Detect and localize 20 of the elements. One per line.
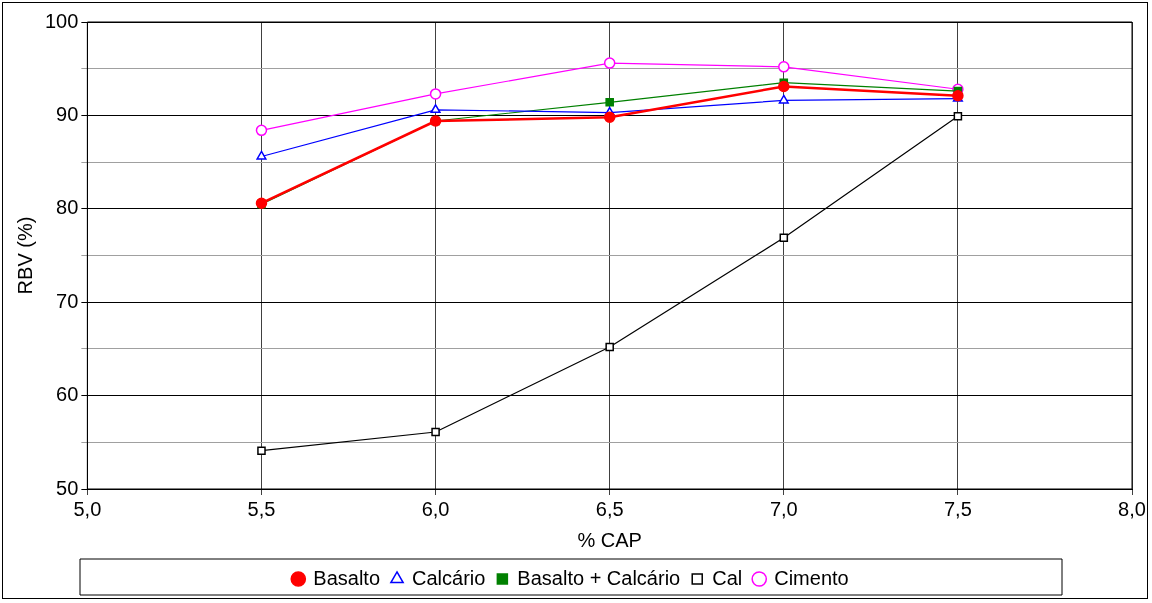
y-tick-label: 50 [56,476,79,499]
y-tick-label: 100 [44,9,79,32]
x-tick-label: 6,5 [595,497,624,520]
x-tick-label: 8,0 [1118,497,1146,520]
legend-label: Cal [712,566,743,589]
y-tick-label: 60 [56,383,79,406]
y-tick-label: 80 [56,196,79,219]
legend-label: Cimento [774,566,849,589]
y-axis-title: RBV (%) [13,216,36,295]
x-tick-label: 5,0 [73,497,102,520]
x-tick-label: 6,0 [421,497,450,520]
legend-label: Basalto [313,566,381,589]
x-axis-title: % CAP [577,528,642,551]
x-tick-label: 7,5 [943,497,972,520]
y-tick-label: 90 [56,102,79,125]
x-tick-label: 7,0 [769,497,798,520]
x-tick-label: 5,5 [247,497,276,520]
legend-label: Calcário [412,566,486,589]
legend-label: Basalto + Calcário [517,566,681,589]
y-tick-label: 70 [56,289,79,312]
